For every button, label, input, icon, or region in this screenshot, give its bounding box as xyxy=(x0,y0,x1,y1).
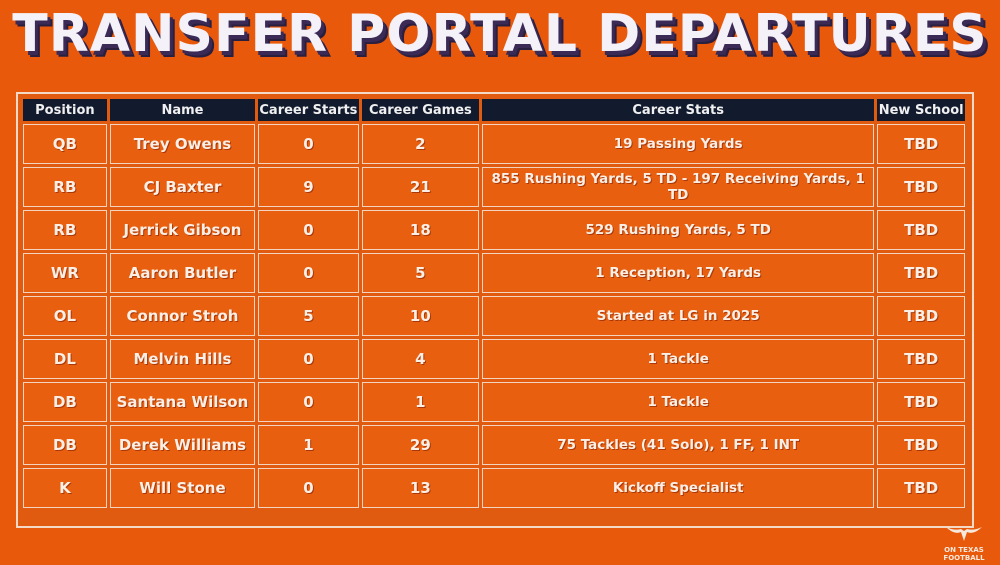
games-cell: 10 xyxy=(361,296,480,336)
position-cell: RB xyxy=(23,167,107,207)
stats-cell: 1 Tackle xyxy=(482,339,875,379)
name-cell: Melvin Hills xyxy=(109,339,256,379)
table-row: RB CJ Baxter 9 21 855 Rushing Yards, 5 T… xyxy=(23,167,965,207)
position-cell: K xyxy=(23,468,107,508)
table-row: DB Santana Wilson 0 1 1 Tackle TBD xyxy=(23,382,965,422)
games-cell: 5 xyxy=(361,253,480,293)
school-cell: TBD xyxy=(877,339,965,379)
games-cell: 2 xyxy=(361,124,480,164)
position-cell: DB xyxy=(23,425,107,465)
school-cell: TBD xyxy=(877,425,965,465)
school-cell: TBD xyxy=(877,167,965,207)
table-row: RB Jerrick Gibson 0 18 529 Rushing Yards… xyxy=(23,210,965,250)
column-header-career-stats: Career Stats xyxy=(482,99,875,121)
table-row: QB Trey Owens 0 2 19 Passing Yards TBD xyxy=(23,124,965,164)
stats-cell: Started at LG in 2025 xyxy=(482,296,875,336)
stats-cell: 1 Tackle xyxy=(482,382,875,422)
position-cell: WR xyxy=(23,253,107,293)
departures-table-panel: Position Name Career Starts Career Games… xyxy=(16,92,974,528)
position-cell: DB xyxy=(23,382,107,422)
stats-cell: 1 Reception, 17 Yards xyxy=(482,253,875,293)
table-header-row: Position Name Career Starts Career Games… xyxy=(23,99,965,121)
table-row: OL Connor Stroh 5 10 Started at LG in 20… xyxy=(23,296,965,336)
starts-cell: 0 xyxy=(258,468,359,508)
name-cell: Jerrick Gibson xyxy=(109,210,256,250)
column-header-name: Name xyxy=(109,99,256,121)
games-cell: 21 xyxy=(361,167,480,207)
column-header-new-school: New School xyxy=(877,99,965,121)
column-header-career-games: Career Games xyxy=(361,99,480,121)
school-cell: TBD xyxy=(877,296,965,336)
school-cell: TBD xyxy=(877,210,965,250)
stats-cell: 19 Passing Yards xyxy=(482,124,875,164)
games-cell: 13 xyxy=(361,468,480,508)
starts-cell: 9 xyxy=(258,167,359,207)
school-cell: TBD xyxy=(877,382,965,422)
games-cell: 4 xyxy=(361,339,480,379)
starts-cell: 0 xyxy=(258,210,359,250)
school-cell: TBD xyxy=(877,124,965,164)
name-cell: Derek Williams xyxy=(109,425,256,465)
stats-cell: 75 Tackles (41 Solo), 1 FF, 1 INT xyxy=(482,425,875,465)
name-cell: Will Stone xyxy=(109,468,256,508)
name-cell: Connor Stroh xyxy=(109,296,256,336)
starts-cell: 0 xyxy=(258,382,359,422)
table-row: DL Melvin Hills 0 4 1 Tackle TBD xyxy=(23,339,965,379)
position-cell: DL xyxy=(23,339,107,379)
longhorn-icon xyxy=(940,523,988,546)
name-cell: CJ Baxter xyxy=(109,167,256,207)
on-texas-football-logo: ON TEXAS FOOTBALL xyxy=(940,523,988,563)
starts-cell: 1 xyxy=(258,425,359,465)
stats-cell: 529 Rushing Yards, 5 TD xyxy=(482,210,875,250)
position-cell: RB xyxy=(23,210,107,250)
position-cell: QB xyxy=(23,124,107,164)
school-cell: TBD xyxy=(877,468,965,508)
stats-cell: Kickoff Specialist xyxy=(482,468,875,508)
position-cell: OL xyxy=(23,296,107,336)
column-header-career-starts: Career Starts xyxy=(258,99,359,121)
games-cell: 1 xyxy=(361,382,480,422)
name-cell: Trey Owens xyxy=(109,124,256,164)
starts-cell: 0 xyxy=(258,253,359,293)
starts-cell: 0 xyxy=(258,339,359,379)
starts-cell: 5 xyxy=(258,296,359,336)
school-cell: TBD xyxy=(877,253,965,293)
column-header-position: Position xyxy=(23,99,107,121)
page-title: TRANSFER PORTAL DEPARTURES xyxy=(12,4,988,64)
departures-table: Position Name Career Starts Career Games… xyxy=(20,96,968,511)
games-cell: 29 xyxy=(361,425,480,465)
table-row: DB Derek Williams 1 29 75 Tackles (41 So… xyxy=(23,425,965,465)
table-row: WR Aaron Butler 0 5 1 Reception, 17 Yard… xyxy=(23,253,965,293)
starts-cell: 0 xyxy=(258,124,359,164)
name-cell: Aaron Butler xyxy=(109,253,256,293)
logo-text-line2: FOOTBALL xyxy=(943,554,985,562)
games-cell: 18 xyxy=(361,210,480,250)
stats-cell: 855 Rushing Yards, 5 TD - 197 Receiving … xyxy=(482,167,875,207)
table-row: K Will Stone 0 13 Kickoff Specialist TBD xyxy=(23,468,965,508)
logo-text-line1: ON TEXAS xyxy=(944,546,984,554)
name-cell: Santana Wilson xyxy=(109,382,256,422)
